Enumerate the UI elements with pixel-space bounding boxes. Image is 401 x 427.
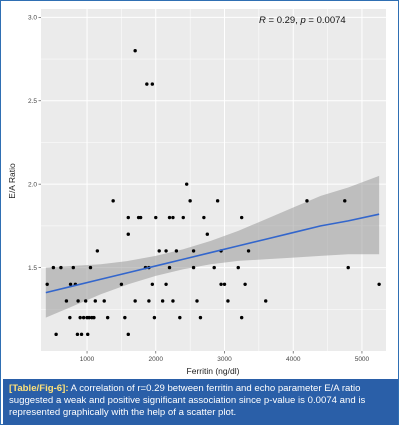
data-point — [174, 249, 179, 253]
data-point — [219, 282, 223, 286]
regression-line — [45, 213, 380, 294]
data-point — [79, 332, 84, 337]
data-point — [188, 199, 192, 203]
data-point — [145, 82, 149, 86]
data-point — [178, 315, 182, 320]
data-point — [305, 199, 309, 203]
data-point — [92, 315, 96, 320]
data-point — [76, 299, 80, 303]
x-axis-label: Ferritin (ng/dl) — [187, 366, 240, 376]
data-point — [59, 265, 63, 270]
data-point — [346, 265, 350, 270]
data-point — [152, 315, 157, 320]
data-point — [202, 215, 206, 220]
data-point — [243, 282, 247, 286]
data-point — [343, 199, 347, 203]
data-point — [167, 265, 172, 270]
data-point — [93, 299, 97, 303]
data-point — [88, 265, 93, 270]
data-point — [68, 315, 72, 320]
y-tick-label: 1.5 — [28, 265, 37, 272]
data-point — [45, 282, 49, 286]
axis-ticks: 1000 2000 3000 4000 5000 1.5 2.0 2.5 3.0 — [28, 15, 370, 363]
data-point — [147, 299, 151, 303]
stats-annotation: R = 0.29, p = 0.0074 — [259, 15, 346, 26]
data-point — [126, 232, 130, 236]
data-point — [81, 315, 86, 320]
data-point — [212, 265, 216, 270]
y-tick-label: 2.5 — [28, 98, 37, 105]
x-tick-label: 5000 — [355, 356, 370, 363]
data-point — [138, 215, 143, 220]
caption-text: A correlation of r=0.29 between ferritin… — [9, 383, 366, 418]
data-point — [95, 249, 100, 253]
data-point — [236, 265, 240, 270]
data-point — [126, 215, 130, 220]
data-point — [377, 282, 381, 286]
y-tick-label: 2.0 — [28, 181, 37, 188]
data-point — [167, 215, 172, 220]
data-point — [133, 299, 137, 303]
data-point — [157, 249, 161, 253]
data-point — [160, 299, 165, 303]
data-point — [164, 249, 168, 253]
y-tick-label: 3.0 — [28, 15, 37, 22]
data-point — [222, 282, 227, 286]
x-tick-label: 2000 — [149, 356, 164, 363]
data-point — [264, 299, 268, 303]
plot-panel — [41, 9, 386, 351]
x-tick-label: 4000 — [286, 356, 301, 363]
data-point — [195, 299, 199, 303]
data-point — [111, 199, 115, 203]
data-point — [239, 215, 244, 220]
data-point — [154, 215, 158, 220]
data-point — [105, 315, 110, 320]
data-point — [198, 315, 203, 320]
data-point — [184, 182, 189, 186]
figure-caption: [Table/Fig-6]: A correlation of r=0.29 b… — [3, 379, 398, 425]
data-point — [205, 232, 210, 236]
caption-label: [Table/Fig-6]: — [9, 383, 69, 394]
data-point — [226, 299, 230, 303]
data-point — [51, 265, 56, 270]
y-axis-label: E/A Ratio — [7, 163, 17, 199]
data-point — [239, 315, 244, 320]
data-point — [171, 215, 175, 220]
data-point — [191, 249, 196, 253]
x-tick-label: 1000 — [80, 356, 95, 363]
data-point — [150, 82, 155, 86]
data-point — [86, 332, 90, 337]
data-point — [126, 332, 130, 337]
x-tick-label: 3000 — [217, 356, 232, 363]
data-point — [54, 332, 58, 337]
data-point — [215, 199, 220, 203]
data-point — [181, 215, 185, 220]
scatter-chart: 1000 2000 3000 4000 5000 1.5 2.0 2.5 3.0 R = 0.2… — [7, 9, 386, 376]
confidence-band — [45, 175, 380, 318]
data-point — [87, 315, 91, 320]
data-point — [78, 315, 82, 320]
data-point — [164, 282, 168, 286]
data-point — [75, 332, 80, 337]
data-points — [45, 49, 381, 337]
data-point — [171, 299, 175, 303]
data-point — [150, 282, 155, 286]
data-point — [246, 249, 251, 253]
data-point — [133, 49, 137, 53]
data-point — [83, 299, 88, 303]
data-point — [68, 282, 73, 286]
data-point — [123, 315, 127, 320]
data-point — [71, 265, 76, 270]
data-point — [64, 299, 69, 303]
data-point — [102, 299, 106, 303]
data-point — [119, 282, 124, 286]
data-point — [191, 265, 196, 270]
